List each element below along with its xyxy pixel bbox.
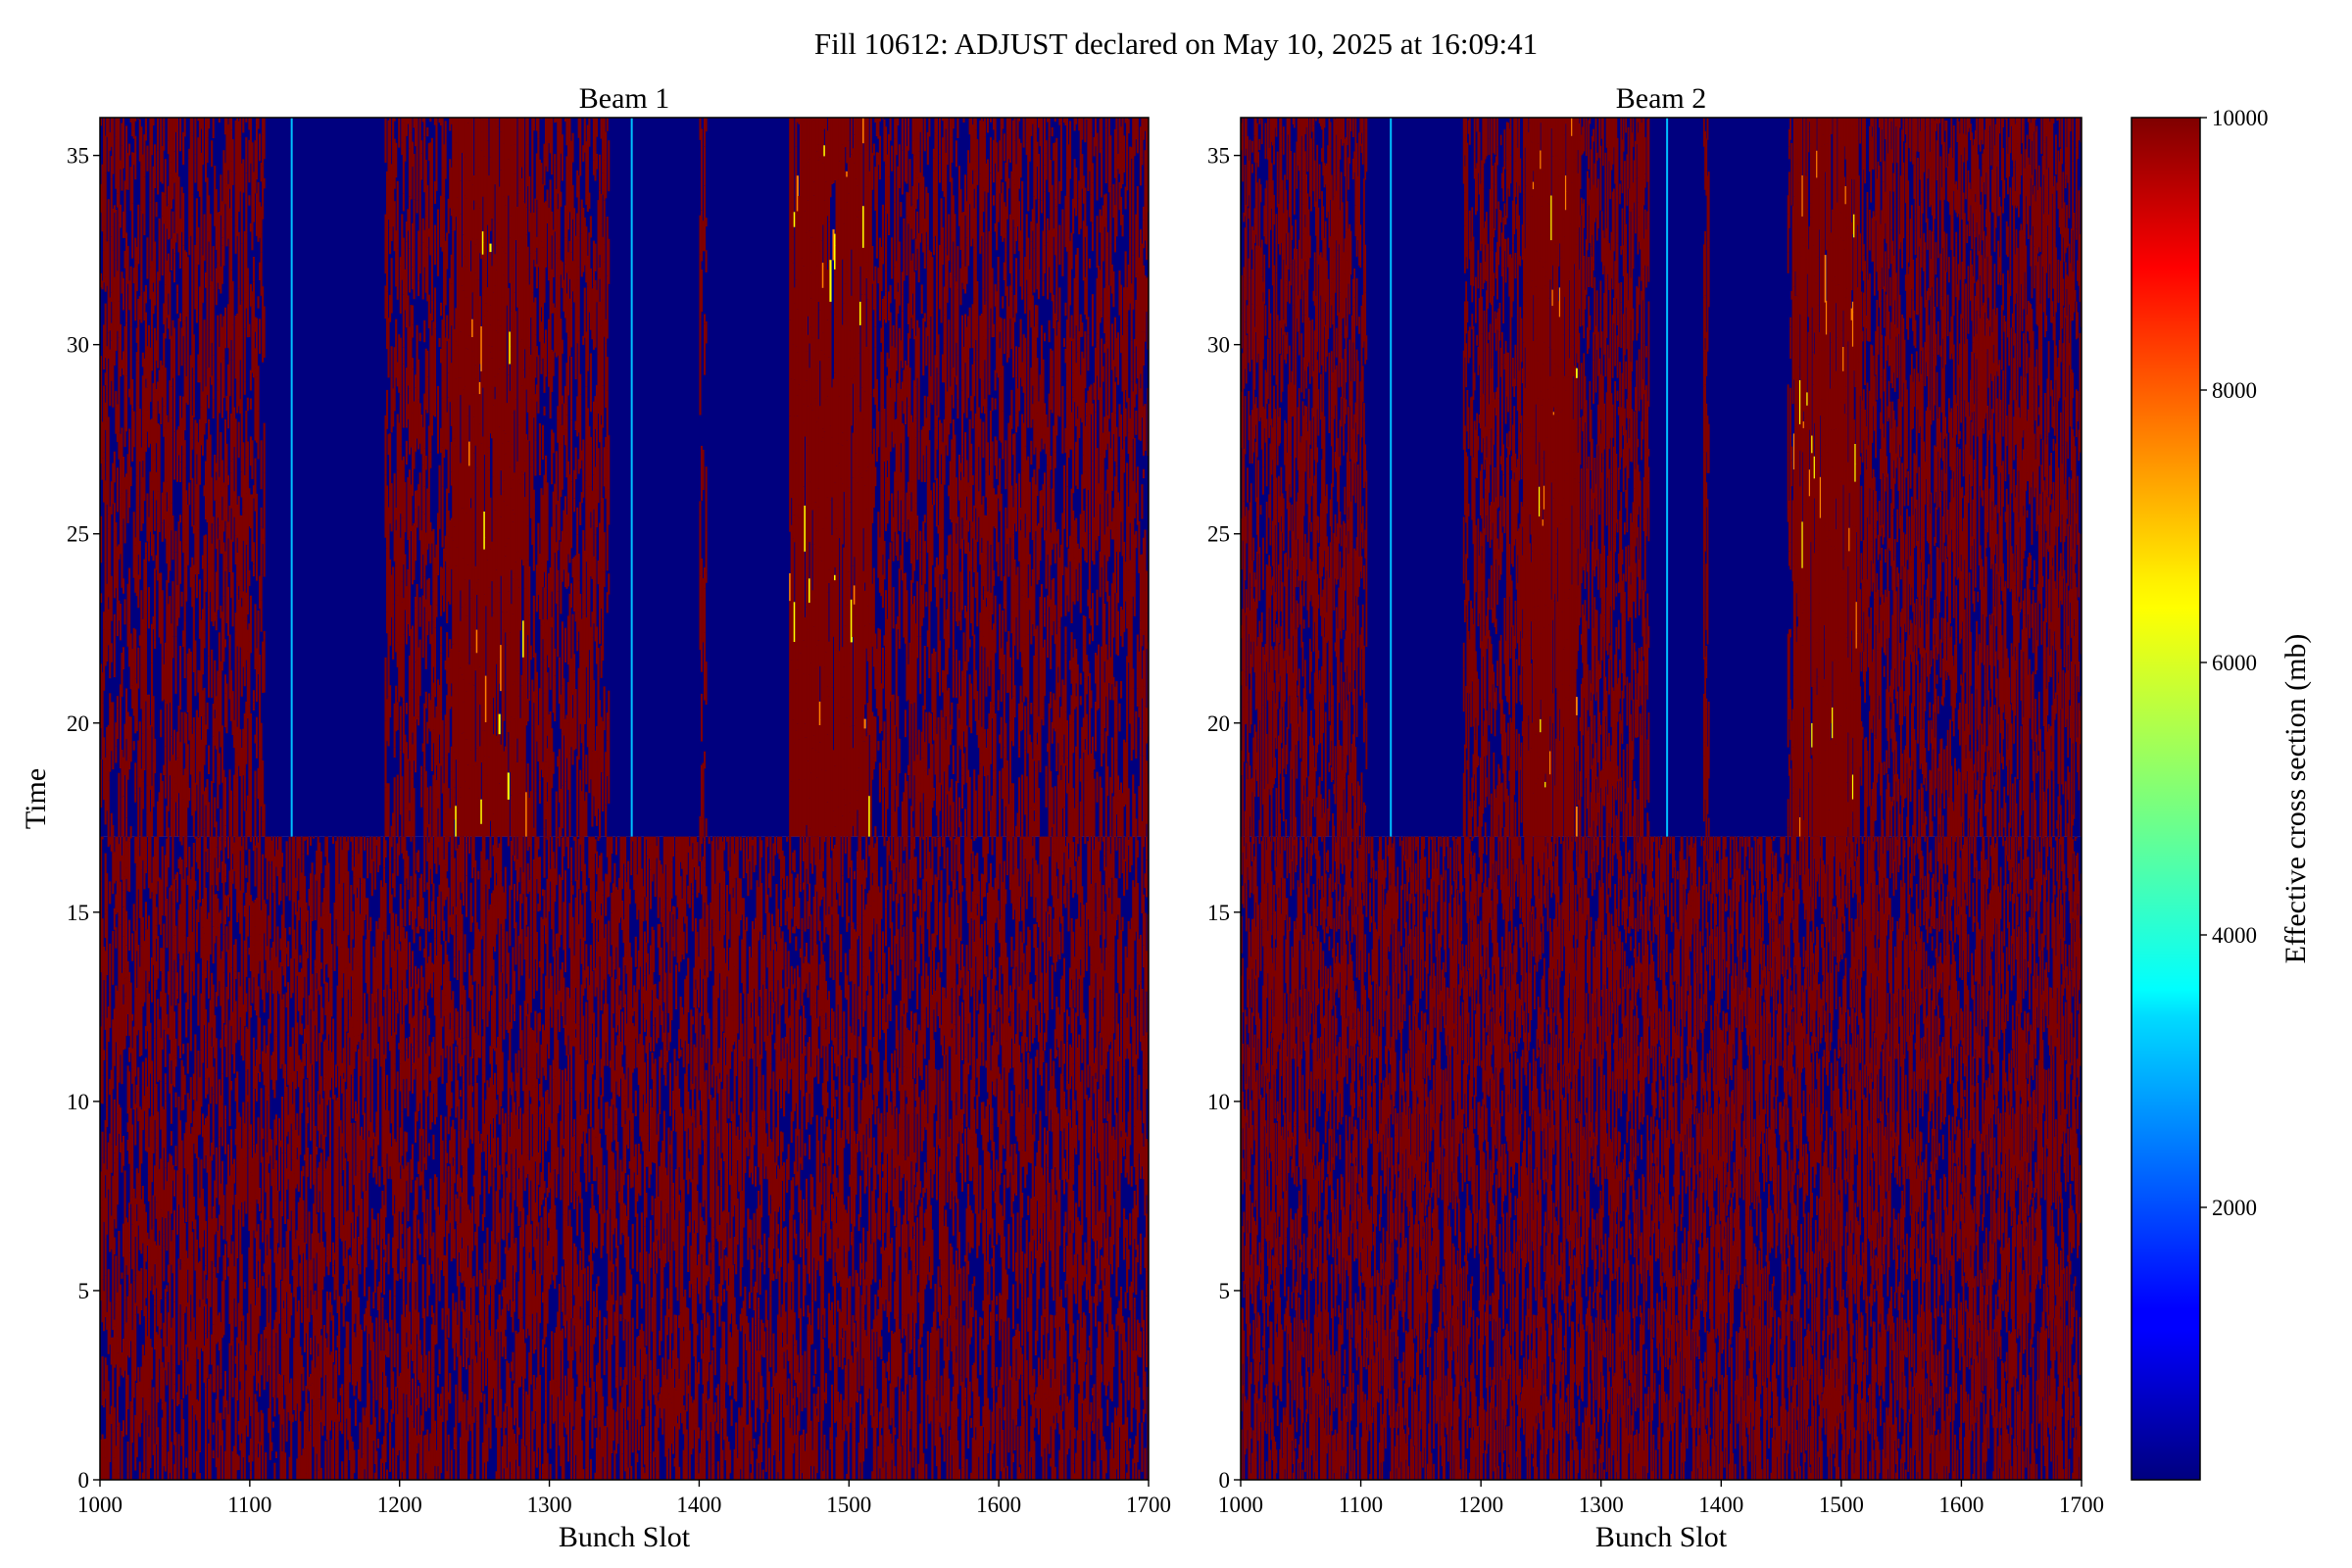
colorbar-tick-label: 8000 [2212, 378, 2257, 403]
y-tick-label: 35 [1207, 144, 1230, 169]
axes-frame [1240, 117, 2082, 1481]
y-tick-label: 30 [67, 333, 89, 358]
y-tick-label: 15 [67, 901, 89, 925]
x-tick-label: 1000 [1218, 1493, 1263, 1517]
x-axis-label: Bunch Slot [1595, 1521, 1728, 1553]
x-tick-label: 1500 [1819, 1493, 1864, 1517]
axes-frame [99, 117, 1150, 1481]
y-tick-label: 5 [78, 1279, 90, 1303]
x-tick-label: 1300 [527, 1493, 572, 1517]
colorbar-tick-label: 10000 [2212, 106, 2269, 130]
y-tick-label: 25 [67, 522, 89, 547]
y-tick-label: 5 [1219, 1279, 1231, 1303]
x-tick-label: 1600 [1938, 1493, 1984, 1517]
y-tick-label: 10 [1207, 1090, 1230, 1114]
y-tick-label: 0 [78, 1468, 90, 1493]
colorbar: 2000 4000 6000 8000 10000 Effective cross se… [2131, 106, 2312, 1481]
x-tick-label: 1400 [676, 1493, 721, 1517]
x-tick-label: 1100 [227, 1493, 271, 1517]
colorbar-tick-label: 4000 [2212, 923, 2257, 948]
x-axis-label: Bunch Slot [559, 1521, 691, 1553]
x-tick-label: 1500 [826, 1493, 871, 1517]
y-tick-label: 20 [1207, 711, 1230, 736]
colorbar-tick-label: 6000 [2212, 651, 2257, 675]
colorbar-ticks: 2000 4000 6000 8000 10000 [2200, 106, 2269, 1220]
x-tick-label: 1200 [1458, 1493, 1503, 1517]
y-tick-label: 25 [1207, 522, 1230, 547]
panel-title: Beam 2 [1616, 82, 1706, 115]
y-tick-label: 10 [67, 1090, 89, 1114]
colorbar-gradient [2131, 117, 2201, 1481]
beam-1-panel: Beam 1 1000 1100 1200 1300 1400 1500 1600 1700 0 5… [20, 82, 1171, 1553]
y-tick-label: 0 [1219, 1468, 1231, 1493]
colorbar-tick-label: 2000 [2212, 1196, 2257, 1220]
y-axis-label: Time [20, 768, 52, 829]
x-tick-label: 1700 [1126, 1493, 1171, 1517]
x-tick-label: 1600 [976, 1493, 1021, 1517]
colorbar-label: Effective cross section (mb) [2279, 634, 2312, 964]
y-tick-label: 15 [1207, 901, 1230, 925]
y-tick-label: 30 [1207, 333, 1230, 358]
x-tick-label: 1000 [77, 1493, 122, 1517]
panel-title: Beam 1 [579, 82, 669, 115]
x-tick-label: 1400 [1698, 1493, 1743, 1517]
x-tick-label: 1300 [1579, 1493, 1624, 1517]
y-tick-label: 20 [67, 711, 89, 736]
heatmap-cells [100, 118, 1149, 1480]
heatmap-cells [1241, 118, 2082, 1480]
figure-title: Fill 10612: ADJUST declared on May 10, 2… [814, 26, 1538, 61]
beam-2-panel: Beam 2 1000 1100 1200 1300 1400 1500 1600 1700 0 5… [1207, 82, 2104, 1553]
y-tick-label: 35 [67, 144, 89, 169]
x-tick-label: 1200 [377, 1493, 422, 1517]
x-tick-label: 1700 [2059, 1493, 2104, 1517]
x-tick-label: 1100 [1339, 1493, 1383, 1517]
